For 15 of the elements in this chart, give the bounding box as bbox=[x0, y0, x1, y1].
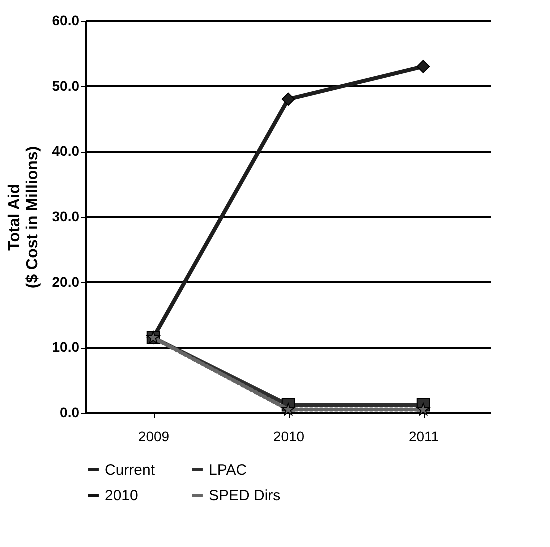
y-tick-label: 40.0 bbox=[52, 143, 80, 160]
y-tick-label: 60.0 bbox=[52, 12, 80, 28]
x-tick-label: 2009 bbox=[138, 428, 170, 444]
legend-label: SPED Dirs bbox=[209, 488, 281, 504]
y-tick-label: 0.0 bbox=[60, 404, 80, 420]
legend-label: LPAC bbox=[209, 462, 248, 479]
y-axis-title: Total Aid ($ Cost in Millions) bbox=[6, 146, 42, 289]
y-tick-label: 20.0 bbox=[52, 274, 80, 290]
legend-label: Current bbox=[105, 462, 156, 479]
x-tick-label: 2010 bbox=[273, 428, 305, 444]
y-tick-label: 10.0 bbox=[52, 339, 80, 356]
x-tick-label: 2011 bbox=[408, 428, 440, 444]
legend-label: 2010 bbox=[105, 488, 138, 504]
y-tick-label: 50.0 bbox=[52, 78, 80, 94]
y-tick-label: 30.0 bbox=[52, 208, 80, 224]
